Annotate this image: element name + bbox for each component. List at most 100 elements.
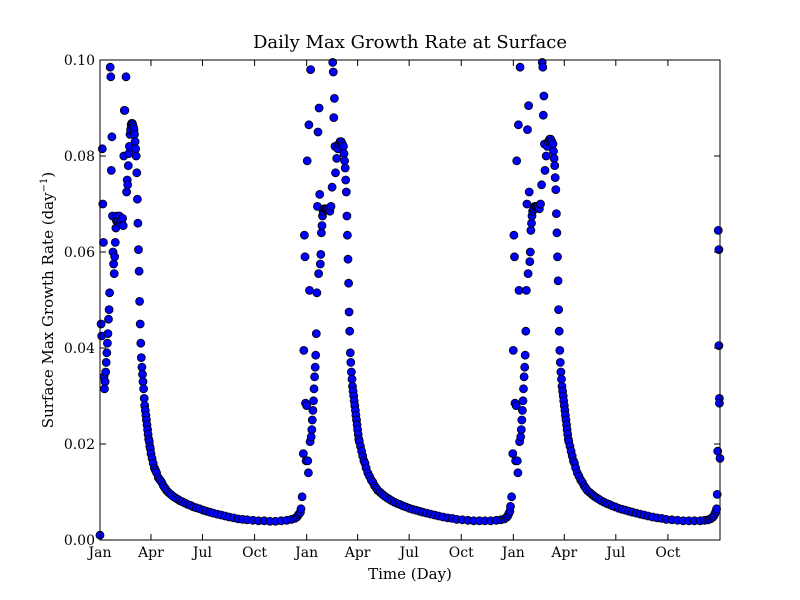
y-tick-label-4: 0.08 [64, 149, 95, 165]
data-point-0-199 [343, 254, 353, 264]
data-point-0-314 [536, 199, 545, 209]
plot-frame [99, 59, 721, 541]
data-point-0-137 [299, 230, 309, 240]
data-point-0-12 [103, 338, 112, 348]
data-point-0-26 [110, 237, 120, 247]
data-point-0-302 [525, 257, 535, 267]
y-axis-label: Surface Max Growth Rate (day−1) [39, 172, 57, 428]
data-point-0-278 [511, 401, 521, 411]
data-point-0-270 [506, 501, 515, 511]
data-point-0-181 [329, 113, 339, 122]
data-point-0-153 [309, 396, 318, 406]
data-point-0-14 [104, 314, 113, 324]
data-point-0-8 [100, 377, 110, 387]
data-point-0-66 [136, 353, 146, 363]
x-axis-label: Time (Day) [368, 565, 452, 583]
data-point-0-16 [105, 288, 114, 298]
data-point-0-161 [313, 127, 323, 137]
data-point-0-196 [341, 187, 351, 197]
data-point-0-59 [132, 194, 142, 204]
data-point-0-328 [548, 139, 558, 149]
data-point-0-146 [305, 285, 314, 295]
y-tick-label-5: 0.10 [64, 53, 95, 69]
data-point-0-58 [132, 168, 142, 178]
y-axis-label-main: Surface Max Growth Rate (day [39, 192, 57, 428]
data-point-0-300 [524, 101, 533, 110]
data-point-0-200 [344, 278, 354, 288]
data-point-0-305 [527, 218, 536, 228]
data-point-0-332 [550, 173, 560, 183]
data-point-0-299 [523, 269, 533, 279]
data-point-0-303 [525, 247, 535, 257]
x-tick-label-5: Apr [344, 545, 371, 561]
data-point-0-289 [518, 405, 527, 415]
x-tick-label-9: Apr [550, 545, 577, 561]
data-point-0-168 [317, 221, 327, 231]
y-axis-label-close: ) [39, 172, 57, 178]
data-point-0-167 [316, 228, 326, 238]
data-point-0-69 [138, 377, 148, 387]
data-point-0-315 [537, 180, 546, 190]
x-tick-label-0: Jan [87, 545, 112, 561]
data-point-0-298 [523, 125, 532, 135]
data-point-0-158 [311, 329, 321, 339]
data-point-0-331 [550, 161, 560, 171]
data-point-0-18 [106, 72, 116, 82]
data-point-0-61 [134, 245, 143, 255]
data-point-0-23 [109, 259, 118, 269]
data-point-0-290 [518, 396, 528, 406]
data-point-0-341 [555, 357, 565, 367]
data-point-0-15 [104, 305, 114, 315]
data-point-0-44 [124, 149, 134, 159]
data-point-0-155 [310, 372, 320, 382]
data-point-0-143 [303, 456, 313, 466]
data-point-0-198 [342, 230, 352, 240]
data-point-0-204 [346, 357, 356, 367]
data-point-0-205 [346, 367, 356, 377]
data-point-0-64 [135, 319, 145, 329]
data-point-0-11 [102, 348, 112, 358]
x-tick-label-7: Oct [449, 545, 474, 561]
data-point-0-193 [340, 156, 350, 166]
data-points [95, 58, 725, 540]
data-point-0-145 [304, 120, 314, 130]
data-point-0-197 [342, 211, 352, 221]
data-point-0-152 [308, 405, 318, 415]
y-axis-label-superscript: −1 [39, 178, 50, 193]
data-point-0-5 [99, 237, 108, 247]
data-point-0-329 [549, 146, 558, 156]
data-point-0-35 [118, 221, 128, 231]
data-point-0-70 [139, 384, 149, 394]
data-point-0-177 [326, 201, 336, 211]
data-point-0-163 [314, 103, 324, 113]
data-point-0-304 [526, 225, 536, 235]
y-tick-label-2: 0.04 [64, 341, 95, 357]
data-point-0-288 [517, 415, 527, 425]
data-point-0-286 [516, 432, 526, 442]
data-point-0-165 [315, 259, 325, 269]
data-point-0-296 [522, 285, 531, 295]
data-point-0-275 [510, 252, 519, 262]
data-point-0-201 [344, 307, 354, 317]
data-point-0-154 [309, 384, 319, 394]
data-point-0-182 [329, 94, 339, 103]
data-point-0-283 [514, 285, 524, 295]
data-point-0-24 [109, 269, 119, 279]
data-point-0-159 [312, 288, 322, 298]
data-point-0-68 [138, 369, 147, 379]
data-point-0-273 [508, 345, 518, 355]
data-point-0-321 [540, 165, 550, 175]
data-point-0-138 [300, 252, 310, 262]
data-point-0-142 [302, 156, 312, 166]
data-point-0-322 [541, 151, 551, 161]
data-point-0-55 [130, 137, 140, 147]
data-point-0-281 [513, 468, 523, 478]
data-point-0-180 [328, 67, 338, 77]
data-point-0-9 [101, 367, 111, 377]
data-point-0-410 [713, 225, 723, 235]
data-point-0-184 [331, 168, 340, 178]
data-point-0-144 [303, 468, 313, 478]
data-point-0-335 [552, 228, 562, 238]
data-point-0-342 [556, 367, 566, 377]
data-point-0-293 [520, 362, 530, 372]
